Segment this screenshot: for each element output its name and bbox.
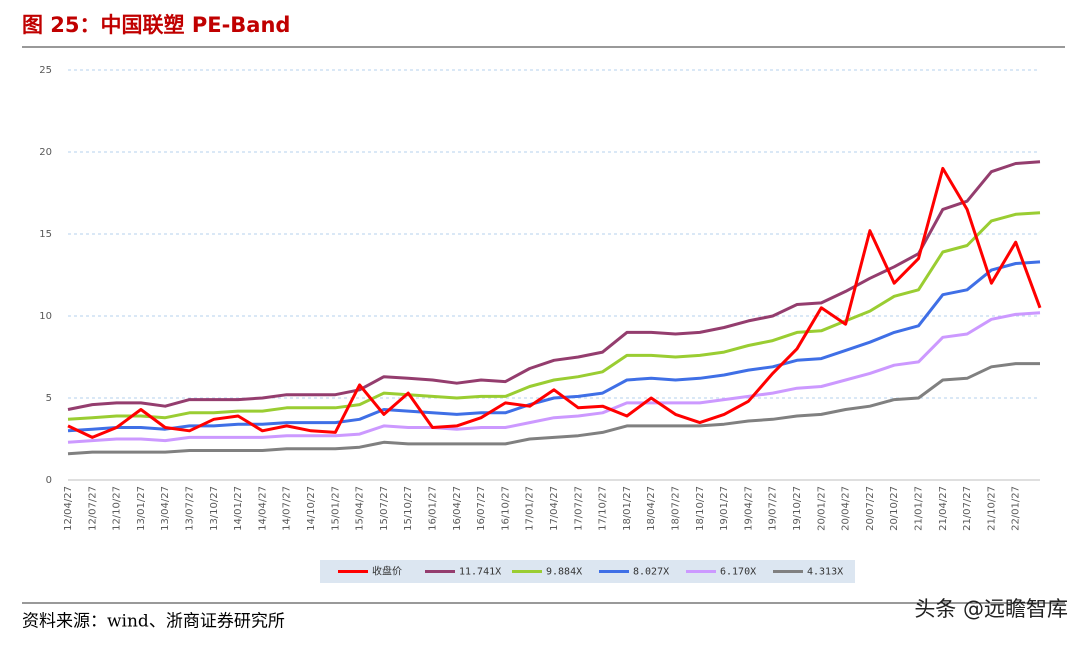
y-tick-label: 20 [39,147,52,158]
x-tick-label: 15/01/27 [330,486,341,531]
x-tick-label: 12/10/27 [112,486,123,531]
x-tick-label: 16/07/27 [476,486,487,531]
x-tick-label: 14/10/27 [306,486,317,531]
legend-label: 收盘价 [372,565,402,578]
x-tick-label: 18/01/27 [622,486,633,531]
x-tick-label: 15/04/27 [355,486,366,531]
x-tick-label: 16/01/27 [428,486,439,531]
watermark: 头条 @远瞻智库 [914,597,1068,621]
x-tick-label: 15/10/27 [403,486,414,531]
chart-title: 图 25：中国联塑 PE-Band [22,13,290,37]
legend-box [320,560,855,583]
x-tick-label: 12/07/27 [87,486,98,531]
x-tick-label: 17/04/27 [549,486,560,531]
series-line [67,160,1041,411]
x-tick-label: 19/01/27 [719,486,730,531]
y-tick-label: 15 [39,229,52,240]
y-tick-label: 25 [39,65,52,76]
series-line [67,166,1042,439]
x-tick-label: 17/07/27 [573,486,584,531]
x-tick-label: 14/07/27 [282,486,293,531]
y-tick-label: 10 [39,311,52,322]
x-tick-label: 18/07/27 [671,486,682,531]
x-tick-label: 21/10/27 [986,486,997,531]
x-tick-label: 21/01/27 [914,486,925,531]
source: 资料来源：wind、浙商证券研究所 [22,612,285,632]
x-tick-label: 15/07/27 [379,486,390,531]
legend-label: 11.741X [459,567,501,578]
x-tick-label: 13/07/27 [185,486,196,531]
x-tick-label: 19/10/27 [792,486,803,531]
x-tick-label: 18/04/27 [646,486,657,531]
x-tick-label: 12/04/27 [63,486,74,531]
x-tick-label: 16/10/27 [500,486,511,531]
x-tick-label: 19/07/27 [768,486,779,531]
x-tick-label: 13/04/27 [160,486,171,531]
y-tick-label: 5 [46,393,52,404]
y-tick-label: 0 [46,475,52,486]
x-tick-label: 20/10/27 [889,486,900,531]
series-line [67,362,1040,456]
x-tick-label: 20/01/27 [816,486,827,531]
x-tick-label: 13/01/27 [136,486,147,531]
x-tick-label: 14/04/27 [257,486,268,531]
x-tick-label: 19/04/27 [743,486,754,531]
x-tick-label: 20/07/27 [865,486,876,531]
x-tick-label: 21/07/27 [962,486,973,531]
legend-label: 9.884X [546,567,582,578]
x-tick-label: 17/10/27 [598,486,609,531]
x-tick-label: 21/04/27 [938,486,949,531]
series-line [67,211,1041,421]
x-tick-label: 17/01/27 [525,486,536,531]
series-line [67,311,1041,444]
legend-label: 6.170X [720,567,756,578]
series-line [67,260,1041,433]
x-tick-label: 16/04/27 [452,486,463,531]
x-tick-label: 18/10/27 [695,486,706,531]
x-tick-label: 20/04/27 [841,486,852,531]
x-tick-label: 14/01/27 [233,486,244,531]
x-tick-label: 13/10/27 [209,486,220,531]
x-tick-label: 22/01/27 [1011,486,1022,531]
legend-label: 8.027X [633,567,669,578]
legend-label: 4.313X [807,567,843,578]
